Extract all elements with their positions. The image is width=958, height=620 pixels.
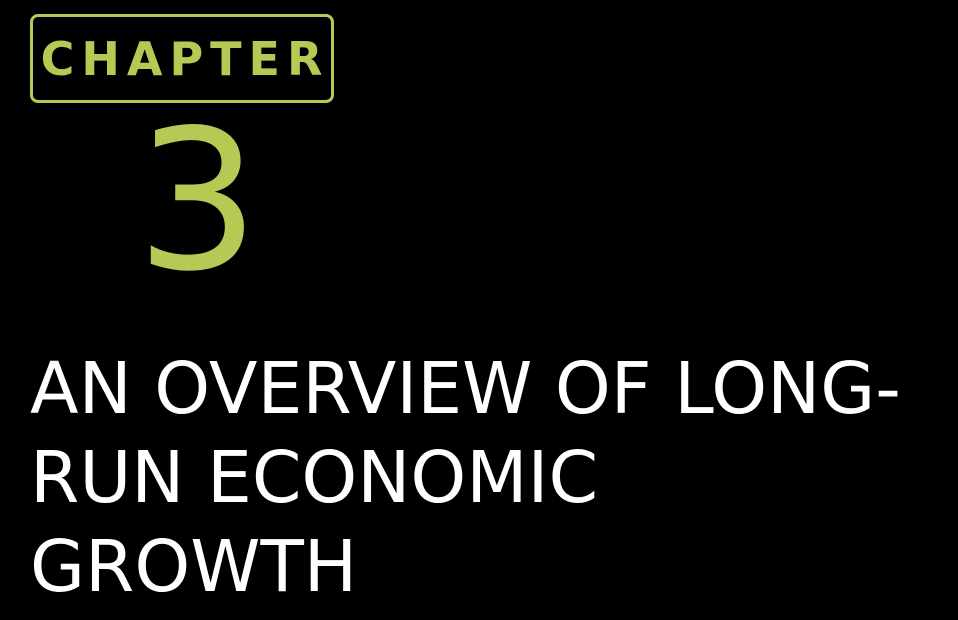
chapter-label: CHAPTER: [40, 31, 330, 86]
chapter-title-line: AN OVERVIEW OF LONG-: [30, 347, 901, 430]
chapter-title-line: RUN ECONOMIC: [30, 436, 599, 519]
chapter-title: AN OVERVIEW OF LONG- RUN ECONOMIC GROWTH: [30, 344, 950, 611]
chapter-label-box: CHAPTER: [30, 14, 334, 103]
chapter-number: 3: [136, 88, 260, 314]
chapter-title-line: GROWTH: [30, 525, 358, 608]
